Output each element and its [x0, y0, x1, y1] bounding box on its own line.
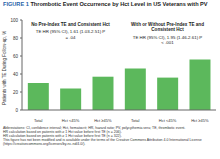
- html-text:TE HR (95% CI), 1.95 (1.46-2.6: TE HR (95% CI), 1.95 (1.46-2.61) P < .00…: [132, 34, 203, 45]
- svg-text:Hct ≥45%(n = 177): Hct ≥45%(n = 177): [191, 118, 209, 124]
- html-text:FIGURE 1 Thrombotic Event Occu: FIGURE 1 Thrombotic Event Occurrence by …: [3, 1, 208, 7]
- svg-text:Hct ≥45%(n = 109): Hct ≥45%(n = 109): [94, 118, 112, 124]
- svg-text:Patients with TE During Follow: Patients with TE During Follow-up, %: [2, 31, 7, 105]
- svg-text:20: 20: [13, 90, 19, 95]
- svg-text:Hct <45%(n = 104): Hct <45%(n = 104): [62, 118, 80, 124]
- svg-text:0: 0: [15, 108, 18, 113]
- svg-text:Total(n = 342): Total(n = 342): [127, 118, 144, 124]
- html-text:Abbreviations: CI, confidence: Abbreviations: CI, confidence interval; …: [3, 126, 186, 130]
- html-text:TE HR (95% CI), 1.61 (1.03-2.5: TE HR (95% CI), 1.61 (1.03-2.51) P = .04: [35, 29, 106, 40]
- html-text:With or Without Pre-Index TE a: With or Without Pre-Index TE and Consist…: [131, 22, 204, 33]
- html-text:This figure has not been modif: This figure has not been modified and is…: [3, 138, 202, 147]
- html-text:No Pre-Index TE and Consistent: No Pre-Index TE and Consistent Hct: [31, 22, 110, 27]
- svg-text:40: 40: [13, 72, 19, 77]
- svg-text:60: 60: [13, 54, 19, 59]
- svg-text:Hct <45%(n = 165): Hct <45%(n = 165): [159, 118, 177, 124]
- svg-text:80: 80: [13, 36, 19, 41]
- svg-text:Total(n = 213): Total(n = 213): [30, 118, 47, 124]
- html-text:HR calculation based on patien: HR calculation based on patients with ≥ …: [3, 130, 122, 135]
- svg-text:100: 100: [10, 18, 18, 23]
- html-text:HR calculation based on patien: HR calculation based on patients with ≥ …: [3, 134, 122, 139]
